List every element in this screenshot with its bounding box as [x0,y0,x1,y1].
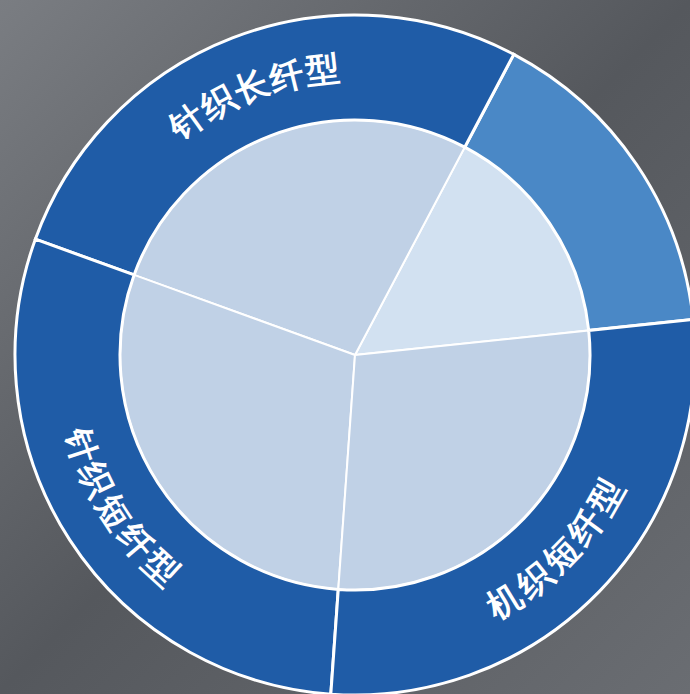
svg-text:织: 织 [193,76,243,128]
svg-text:长: 长 [228,62,275,112]
svg-text:针: 针 [161,95,213,148]
svg-text:纤: 纤 [264,52,308,99]
svg-text:型: 型 [134,541,187,594]
svg-text:型: 型 [579,472,631,522]
svg-text:织: 织 [70,455,122,504]
svg-text:短: 短 [535,528,588,581]
svg-text:针: 针 [57,423,107,468]
svg-text:纤: 纤 [109,515,162,567]
svg-text:机: 机 [479,574,530,627]
svg-text:短: 短 [87,486,140,537]
svg-text:型: 型 [302,48,341,92]
svg-text:纤: 纤 [559,501,612,553]
svg-text:织: 织 [508,553,561,606]
